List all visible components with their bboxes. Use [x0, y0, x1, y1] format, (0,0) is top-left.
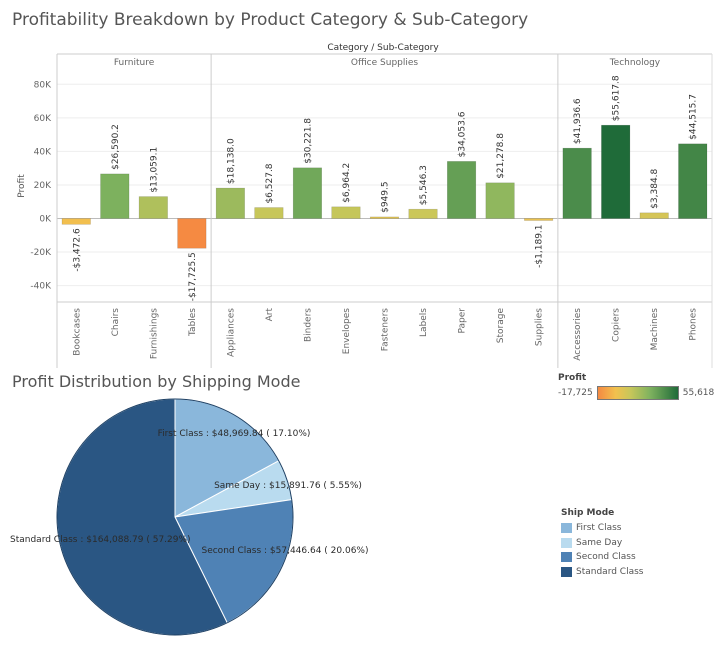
y-tick-label: -40K — [30, 282, 52, 292]
bar-value-label: $44,515.7 — [689, 94, 699, 140]
colorbar-title: Profit — [558, 373, 587, 383]
legend-swatch — [561, 552, 572, 563]
subcategory-label: Machines — [650, 308, 660, 351]
legend-label: Second Class — [576, 552, 636, 563]
category-label: Technology — [609, 58, 661, 68]
bar — [292, 167, 322, 219]
y-tick-label: 60K — [34, 114, 52, 124]
bar-value-label: -$1,189.1 — [535, 224, 545, 267]
bar-value-label: -$17,725.5 — [188, 252, 198, 301]
bar-value-label: $6,527.8 — [265, 163, 275, 203]
bar-value-label: -$3,472.6 — [72, 228, 82, 272]
bar-value-label: $3,384.8 — [650, 168, 660, 208]
bar — [177, 218, 207, 249]
bar — [331, 206, 361, 219]
y-tick-label: 40K — [34, 147, 52, 157]
subcategory-label: Art — [265, 308, 275, 322]
subcategory-label: Labels — [419, 308, 429, 337]
bar — [254, 207, 284, 219]
bar — [447, 161, 477, 219]
pie-outline — [56, 398, 294, 636]
y-tick-label: 80K — [34, 80, 52, 90]
category-label: Office Supplies — [351, 58, 419, 68]
bar-value-label: $30,221.8 — [303, 118, 313, 164]
pie-slice-label: First Class : $48,969.84 ( 17.10%) — [158, 429, 311, 439]
bar-value-label: $18,138.0 — [226, 138, 236, 184]
pie-chart-title: Profit Distribution by Shipping Mode — [12, 372, 301, 391]
subcategory-label: Furnishings — [149, 308, 159, 359]
bar — [485, 182, 515, 219]
bar — [61, 218, 91, 225]
subcategory-label: Storage — [496, 308, 506, 344]
category-header: Category / Sub-Category — [327, 43, 439, 53]
bar — [138, 196, 168, 219]
colorbar-max-label: 55,618 — [682, 388, 715, 398]
bar — [639, 212, 669, 219]
subcategory-label: Paper — [458, 308, 468, 334]
subcategory-label: Envelopes — [342, 308, 352, 355]
bar — [678, 143, 708, 219]
bar — [601, 124, 631, 219]
y-tick-label: 20K — [34, 181, 52, 191]
legend-swatch — [561, 523, 572, 534]
pie-slice-label: Same Day : $15,891.76 ( 5.55%) — [214, 481, 362, 491]
subcategory-label: Supplies — [535, 308, 545, 346]
bar — [369, 216, 400, 219]
bar — [524, 218, 554, 221]
bar — [100, 173, 130, 219]
subcategory-label: Binders — [303, 308, 313, 342]
category-label: Furniture — [114, 58, 155, 68]
bar-value-label: $55,617.8 — [612, 75, 622, 121]
subcategory-label: Bookcases — [72, 308, 82, 356]
bar-value-label: $41,936.6 — [573, 98, 583, 144]
bar-value-label: $5,546.3 — [419, 165, 429, 205]
legend-label: Same Day — [576, 537, 623, 548]
colorbar-gradient — [596, 386, 679, 400]
pie-slice-label: Standard Class : $164,088.79 ( 57.29%) — [10, 535, 191, 545]
subcategory-label: Tables — [188, 308, 198, 337]
bar-value-label: $21,278.8 — [496, 133, 506, 179]
subcategory-label: Phones — [689, 308, 699, 341]
subcategory-label: Fasteners — [381, 308, 391, 352]
y-tick-label: -20K — [30, 248, 52, 258]
bar-value-label: $6,964.2 — [342, 163, 352, 203]
pie-chart: First Class : $48,969.84 ( 17.10%) Same D… — [10, 398, 369, 636]
legend-swatch — [561, 566, 572, 577]
subcategory-label: Copiers — [612, 308, 622, 342]
subcategory-label: Accessories — [573, 308, 583, 361]
pie-slice-label: Second Class : $57,446.64 ( 20.06%) — [201, 546, 368, 556]
bar-value-label: $13,059.1 — [149, 147, 159, 193]
bar — [215, 187, 245, 219]
y-axis-label: Profit — [17, 174, 27, 198]
subcategory-label: Chairs — [111, 308, 121, 337]
legend-label: First Class — [576, 523, 622, 534]
bar-value-label: $26,590.2 — [111, 124, 121, 170]
legend-item[interactable]: Standard Class — [561, 565, 643, 580]
bar-value-label: $949.5 — [381, 181, 391, 213]
legend-swatch — [561, 537, 572, 548]
bar-chart-title: Profitability Breakdown by Product Categ… — [12, 10, 529, 30]
y-tick-label: 0K — [39, 215, 52, 225]
bar — [562, 147, 592, 219]
legend-item[interactable]: Same Day — [561, 536, 643, 551]
colorbar-min-label: -17,725 — [558, 388, 593, 398]
subcategory-label: Appliances — [226, 308, 236, 357]
legend-label: Standard Class — [576, 566, 644, 577]
legend-item[interactable]: First Class — [561, 521, 643, 536]
bar-value-label: $34,053.6 — [458, 111, 468, 157]
bar — [408, 208, 438, 219]
legend-item[interactable]: Second Class — [561, 550, 643, 565]
legend-title: Ship Mode — [561, 508, 615, 518]
ship-mode-legend: Ship Mode First Class Same Day Second Cl… — [561, 508, 643, 579]
profit-color-legend: Profit -17,725 55,618 — [558, 373, 714, 400]
bar-chart: Category / Sub-Category Profit 80K 60K 40K… — [17, 43, 713, 368]
